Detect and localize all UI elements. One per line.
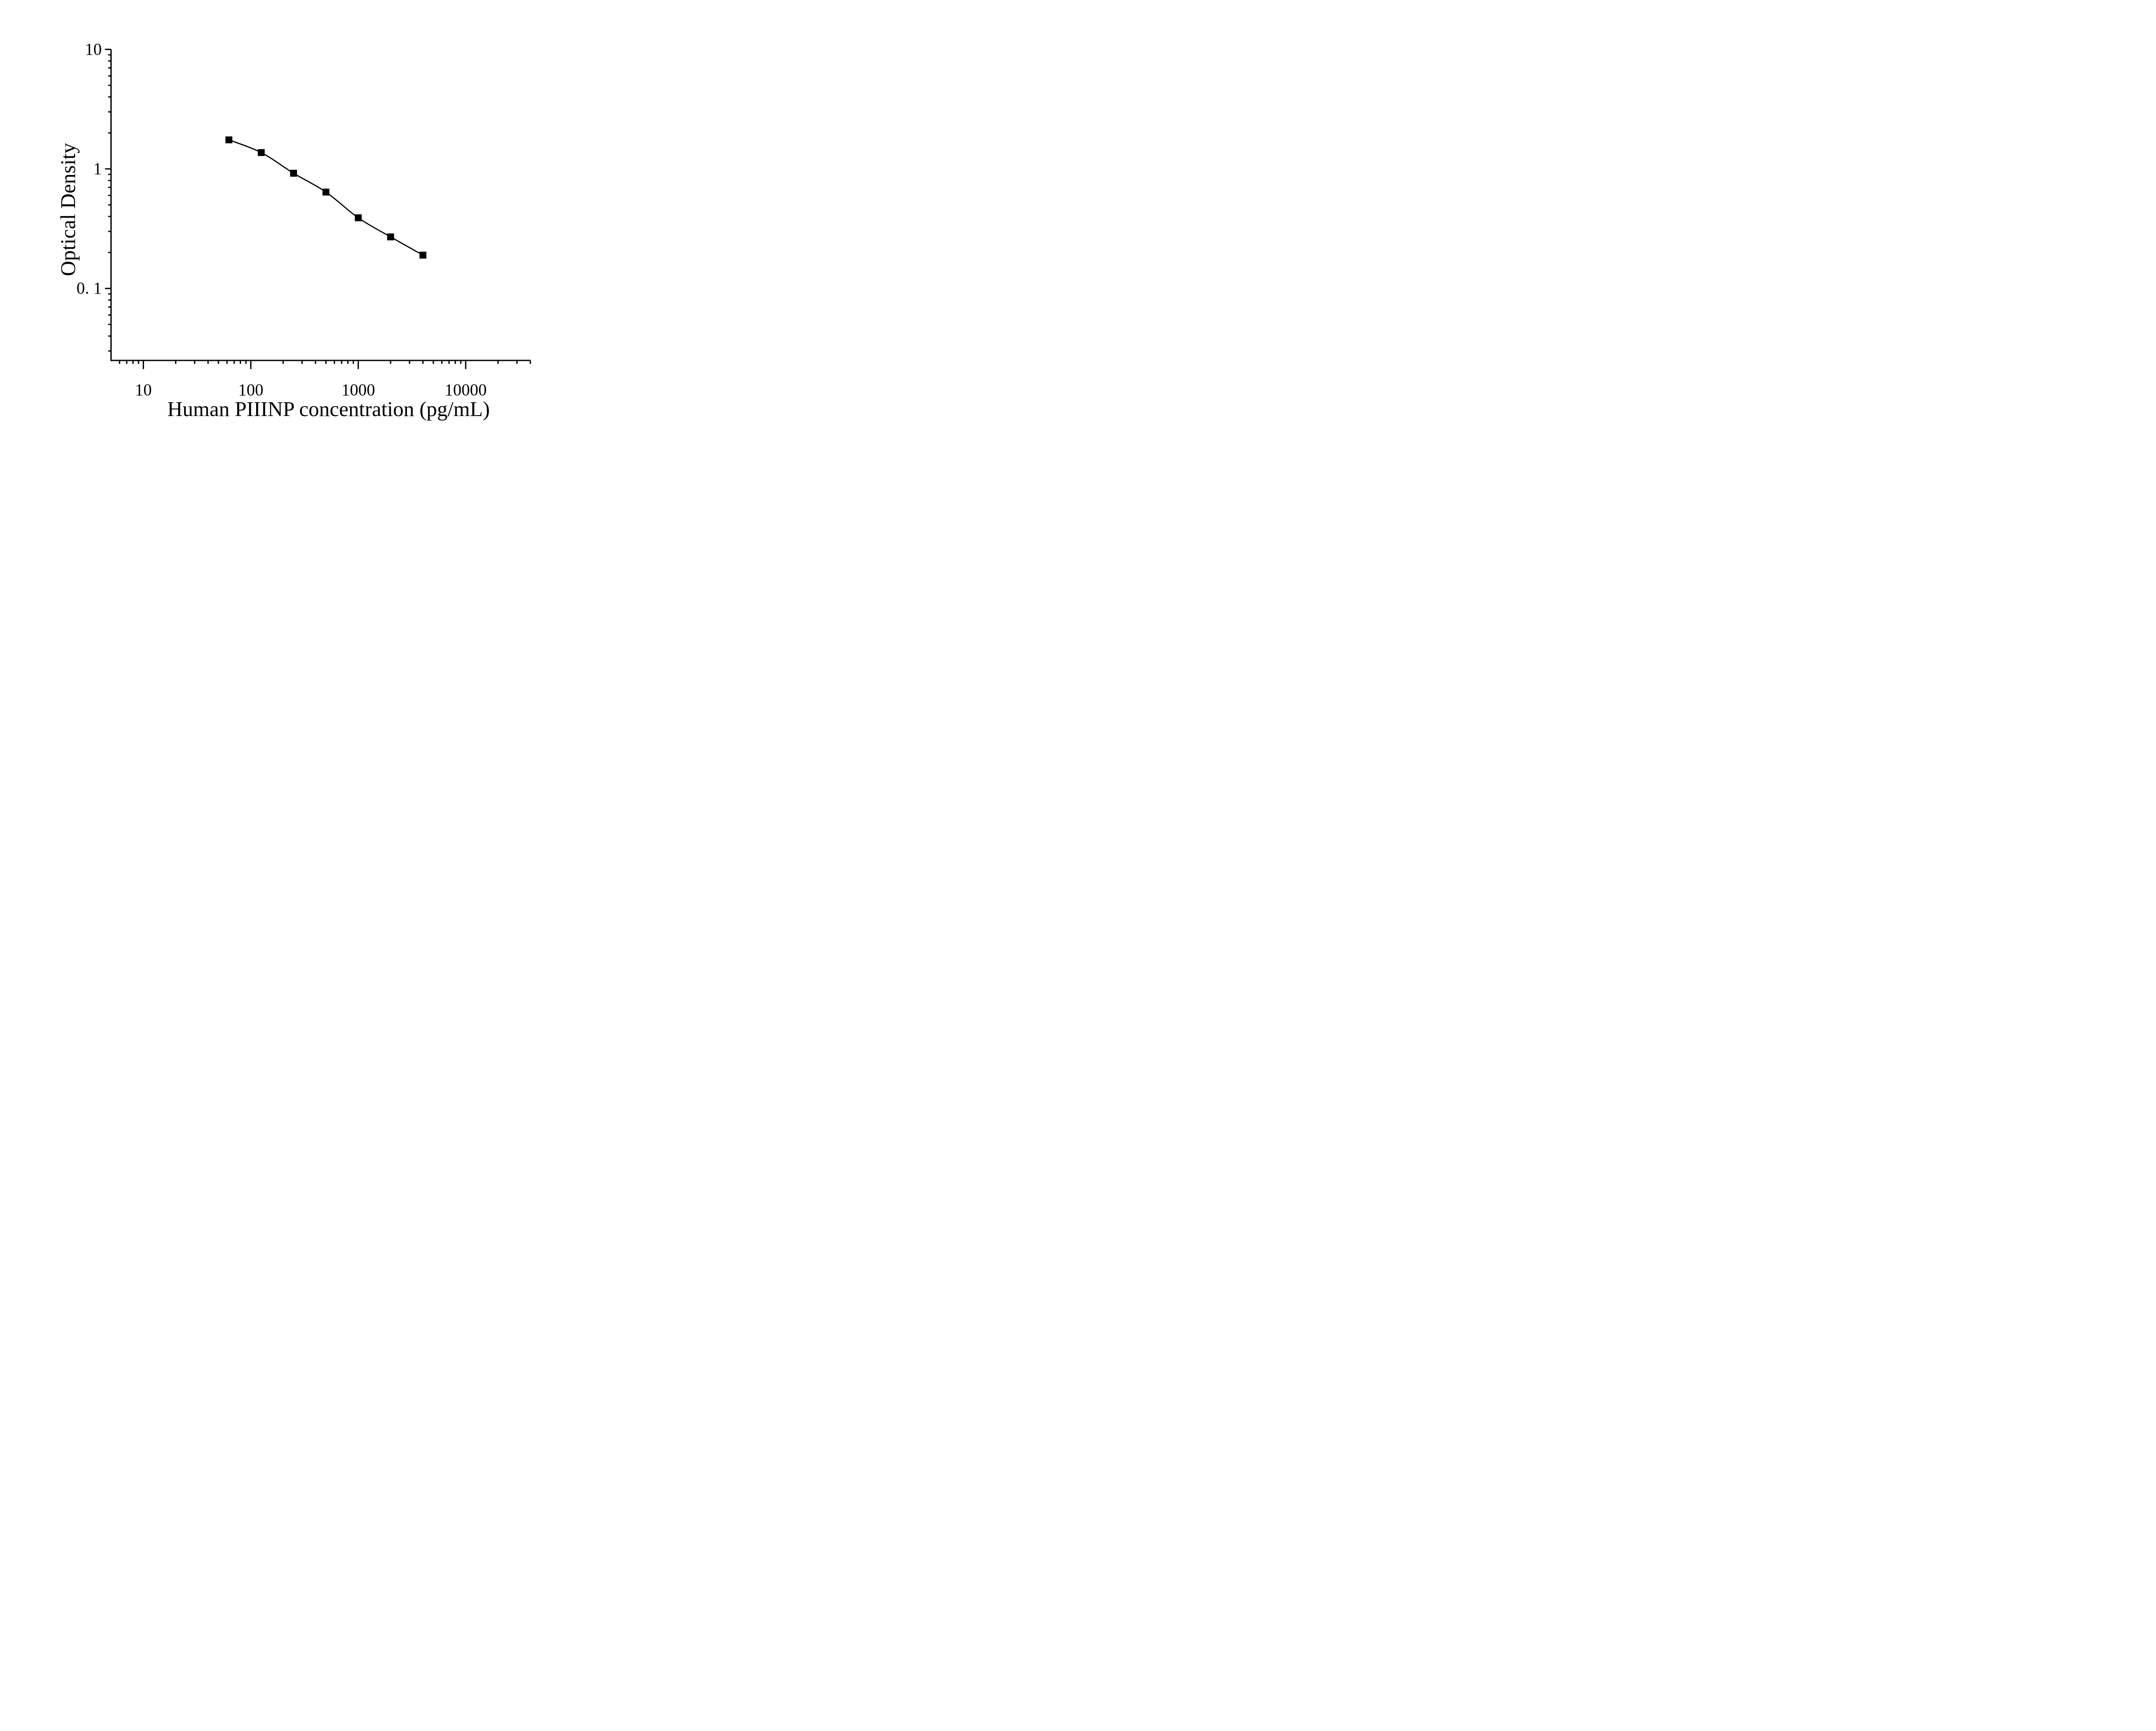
x-axis-title: Human PIIINP concentration (pg/mL) (167, 397, 490, 421)
data-point-marker (419, 251, 426, 259)
data-point-marker (322, 188, 329, 196)
elisa-standard-curve-figure: 10 100 1000 10000 10 1 0. 1 Human PIIINP conc… (0, 0, 620, 433)
data-point-marker (225, 136, 232, 144)
y-tick-label: 10 (85, 40, 102, 59)
x-tick-label: 10000 (445, 381, 487, 399)
x-tick-label: 10 (135, 381, 152, 399)
y-axis-title: Optical Density (56, 143, 80, 276)
data-point-marker (257, 149, 265, 156)
y-tick-label: 0. 1 (76, 279, 102, 298)
data-point-marker (387, 233, 394, 241)
data-point-marker (290, 169, 297, 177)
plot-area-svg (105, 49, 531, 369)
data-point-marker (354, 214, 362, 222)
y-tick-label: 1 (93, 159, 102, 178)
x-tick-label: 1000 (341, 381, 375, 399)
x-tick-label: 100 (238, 381, 263, 399)
